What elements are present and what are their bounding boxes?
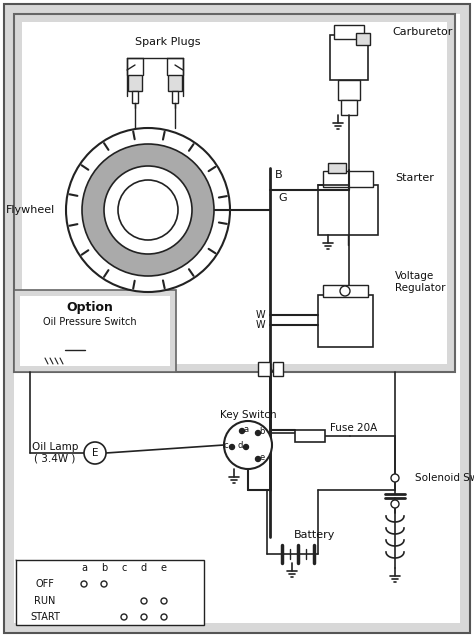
Bar (273, 362, 283, 376)
Bar (14, 290, 176, 372)
Bar (258, 362, 270, 376)
Text: d: d (237, 441, 243, 450)
Text: b: b (101, 563, 107, 573)
Text: B: B (275, 170, 283, 180)
Bar (323, 285, 368, 297)
Bar (338, 80, 360, 100)
Bar (341, 100, 357, 115)
Text: e: e (259, 452, 264, 461)
Text: OFF: OFF (36, 579, 55, 589)
Bar (172, 91, 178, 103)
Bar (45, 342, 65, 358)
Text: c: c (224, 441, 228, 450)
Text: Starter: Starter (395, 173, 434, 183)
Text: W: W (255, 310, 265, 320)
Text: Option: Option (66, 301, 113, 315)
Bar (22, 22, 447, 364)
Bar (318, 295, 373, 347)
Text: Spark Plugs: Spark Plugs (135, 37, 201, 47)
Circle shape (255, 457, 261, 461)
Bar (318, 185, 378, 235)
Circle shape (161, 598, 167, 604)
Circle shape (239, 429, 245, 434)
Bar (323, 171, 373, 187)
Bar (334, 25, 364, 39)
Text: Carburetor: Carburetor (392, 27, 452, 37)
Circle shape (66, 128, 230, 292)
Circle shape (141, 614, 147, 620)
Bar (16, 560, 204, 625)
Bar (14, 14, 455, 372)
Circle shape (161, 614, 167, 620)
Bar (20, 296, 170, 366)
Text: c: c (121, 563, 127, 573)
Circle shape (84, 442, 106, 464)
Text: Battery: Battery (294, 530, 336, 540)
Text: Charging
Coil: Charging Coil (126, 199, 170, 221)
Circle shape (224, 421, 272, 469)
Bar (330, 35, 368, 80)
Text: a: a (244, 424, 248, 434)
Circle shape (229, 445, 235, 450)
Circle shape (244, 445, 248, 450)
Circle shape (391, 474, 399, 482)
Bar (128, 75, 142, 91)
Circle shape (340, 286, 350, 296)
Circle shape (82, 144, 214, 276)
Circle shape (104, 166, 192, 254)
Text: W: W (255, 320, 265, 330)
Bar (132, 91, 138, 103)
Circle shape (118, 180, 178, 240)
Text: e: e (161, 563, 167, 573)
Text: RUN: RUN (34, 596, 55, 606)
Bar (295, 430, 325, 442)
Text: START: START (30, 612, 60, 622)
Bar (356, 33, 370, 45)
Circle shape (121, 614, 127, 620)
Text: d: d (141, 563, 147, 573)
Circle shape (255, 431, 261, 436)
Circle shape (141, 598, 147, 604)
Circle shape (391, 500, 399, 508)
Text: E: E (92, 448, 98, 458)
Text: Fuse 20A: Fuse 20A (330, 423, 377, 433)
Text: Voltage
Regulator: Voltage Regulator (395, 271, 446, 293)
Bar (328, 163, 346, 173)
Circle shape (101, 581, 107, 587)
Text: G: G (278, 193, 287, 203)
Bar (168, 75, 182, 91)
Circle shape (81, 581, 87, 587)
Text: Oil Pressure Switch: Oil Pressure Switch (43, 317, 137, 327)
Text: Key Switch: Key Switch (219, 410, 276, 420)
Text: Solenoid Switch: Solenoid Switch (415, 473, 474, 483)
Text: Flywheel: Flywheel (6, 205, 55, 215)
Text: Oil Lamp
( 3.4W ): Oil Lamp ( 3.4W ) (32, 442, 78, 464)
Text: a: a (81, 563, 87, 573)
Text: b: b (259, 427, 264, 436)
